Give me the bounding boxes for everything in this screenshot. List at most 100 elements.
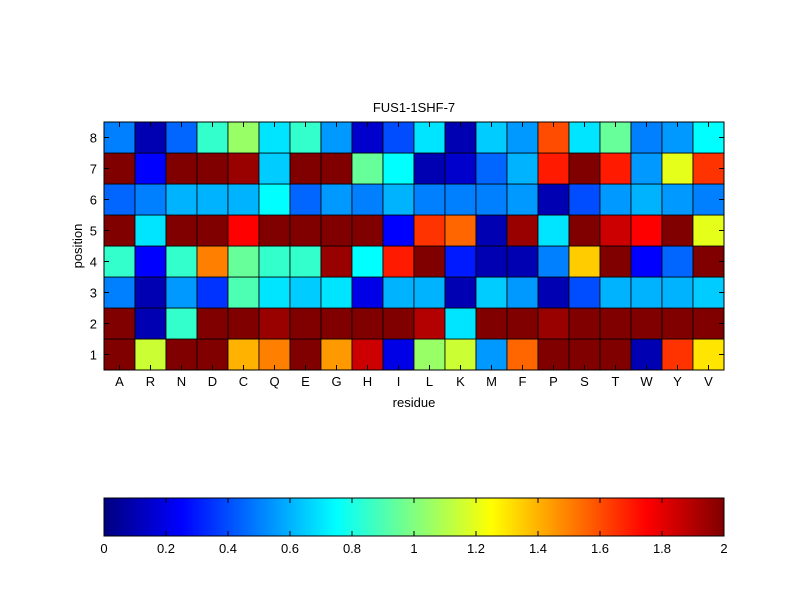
heatmap-cell bbox=[258, 245, 291, 278]
colorbar-tick-label: 1.4 bbox=[529, 541, 547, 556]
heatmap-cell bbox=[320, 152, 353, 185]
x-tick-label: A bbox=[115, 374, 124, 389]
x-tick-label: P bbox=[549, 374, 558, 389]
heatmap-cell bbox=[227, 214, 260, 247]
heatmap-cell bbox=[320, 276, 353, 309]
heatmap-cell bbox=[413, 307, 446, 340]
x-tick-label: V bbox=[704, 374, 713, 389]
heatmap-cell bbox=[537, 121, 570, 154]
heatmap-cell bbox=[537, 152, 570, 185]
heatmap-cell bbox=[630, 307, 663, 340]
heatmap-cell bbox=[289, 214, 322, 247]
heatmap-cell bbox=[134, 183, 167, 216]
heatmap-cell bbox=[227, 245, 260, 278]
colorbar-tick-label: 0.8 bbox=[343, 541, 361, 556]
x-tick-label: T bbox=[612, 374, 620, 389]
colorbar-tick-label: 1.6 bbox=[591, 541, 609, 556]
heatmap-cell bbox=[568, 307, 601, 340]
colorbar-tick-label: 1.2 bbox=[467, 541, 485, 556]
heatmap-cell bbox=[475, 307, 508, 340]
heatmap-cell bbox=[537, 276, 570, 309]
heatmap-cell bbox=[692, 338, 725, 371]
heatmap-cell bbox=[196, 245, 229, 278]
heatmap-cell bbox=[165, 121, 198, 154]
heatmap-cell bbox=[475, 276, 508, 309]
colorbar-tick-label: 0.2 bbox=[157, 541, 175, 556]
heatmap-cell bbox=[165, 276, 198, 309]
heatmap-cell bbox=[444, 245, 477, 278]
heatmap-cell bbox=[475, 121, 508, 154]
heatmap-cell bbox=[351, 183, 384, 216]
heatmap-cell bbox=[630, 121, 663, 154]
heatmap-cell bbox=[599, 152, 632, 185]
heatmap-cell bbox=[134, 245, 167, 278]
heatmap-cell bbox=[568, 338, 601, 371]
x-axis-label: residue bbox=[393, 395, 436, 410]
heatmap-cell bbox=[320, 338, 353, 371]
heatmap-cell bbox=[692, 214, 725, 247]
heatmap-cell bbox=[134, 121, 167, 154]
colorbar-tick-label: 0.4 bbox=[219, 541, 237, 556]
heatmap-cell bbox=[227, 276, 260, 309]
heatmap-cell bbox=[599, 338, 632, 371]
heatmap-cell bbox=[289, 245, 322, 278]
heatmap-cell bbox=[506, 245, 539, 278]
heatmap-cell bbox=[258, 307, 291, 340]
x-tick-label: D bbox=[208, 374, 217, 389]
heatmap-cell bbox=[568, 276, 601, 309]
heatmap-cell bbox=[103, 276, 136, 309]
heatmap-cell bbox=[630, 276, 663, 309]
heatmap-cell bbox=[475, 245, 508, 278]
heatmap-cell bbox=[568, 183, 601, 216]
heatmap-cell bbox=[103, 307, 136, 340]
heatmap-cell bbox=[227, 152, 260, 185]
heatmap-cell bbox=[630, 338, 663, 371]
heatmap-cell bbox=[444, 276, 477, 309]
x-tick-label: G bbox=[331, 374, 341, 389]
heatmap-cell bbox=[599, 121, 632, 154]
heatmap-cell bbox=[568, 121, 601, 154]
x-tick-label: H bbox=[363, 374, 372, 389]
heatmap-cell bbox=[289, 276, 322, 309]
y-tick-label: 4 bbox=[90, 255, 97, 270]
y-tick-label: 6 bbox=[90, 193, 97, 208]
heatmap-cell bbox=[537, 307, 570, 340]
heatmap-cell bbox=[351, 214, 384, 247]
x-tick-label: Y bbox=[673, 374, 682, 389]
colorbar-tick-label: 1.8 bbox=[653, 541, 671, 556]
heatmap-cell bbox=[661, 307, 694, 340]
x-tick-label: C bbox=[239, 374, 248, 389]
heatmap-cell bbox=[475, 183, 508, 216]
x-tick-label: R bbox=[146, 374, 155, 389]
heatmap-cell bbox=[258, 152, 291, 185]
heatmap-cell bbox=[165, 183, 198, 216]
heatmap-cell bbox=[258, 338, 291, 371]
heatmap-cell bbox=[413, 152, 446, 185]
x-tick-label: F bbox=[519, 374, 527, 389]
y-tick-label: 1 bbox=[90, 348, 97, 363]
colorbar-tick-label: 0.6 bbox=[281, 541, 299, 556]
colorbar: 0 0.2 0.4 0.6 0.8 1 1.2 1.4 1.6 1.8 2 bbox=[100, 497, 728, 556]
heatmap-cell bbox=[351, 245, 384, 278]
colorbar-ticks: 0 0.2 0.4 0.6 0.8 1 1.2 1.4 1.6 1.8 2 bbox=[100, 498, 728, 556]
heatmap-cell bbox=[289, 183, 322, 216]
heatmap-cell bbox=[351, 276, 384, 309]
x-tick-label: M bbox=[486, 374, 497, 389]
colorbar-tick-label: 2 bbox=[720, 541, 727, 556]
heatmap-cell bbox=[351, 307, 384, 340]
heatmap-cell bbox=[258, 276, 291, 309]
heatmap-cell bbox=[506, 307, 539, 340]
heatmap-cell bbox=[320, 307, 353, 340]
heatmap-cell bbox=[382, 152, 415, 185]
heatmap-cell bbox=[537, 245, 570, 278]
heatmap-cell bbox=[351, 121, 384, 154]
heatmap-cell bbox=[165, 214, 198, 247]
heatmap-cell bbox=[382, 245, 415, 278]
heatmap-cell bbox=[134, 152, 167, 185]
heatmap-cell bbox=[630, 183, 663, 216]
heatmap-cell bbox=[568, 245, 601, 278]
heatmap-cells bbox=[103, 121, 725, 371]
heatmap-cell bbox=[413, 214, 446, 247]
